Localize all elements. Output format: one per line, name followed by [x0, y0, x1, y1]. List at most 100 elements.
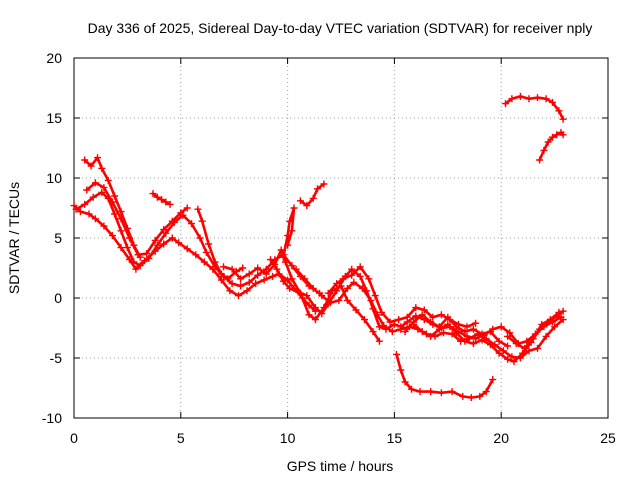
data-point-marker — [375, 323, 383, 331]
data-point-marker — [226, 287, 234, 295]
data-point-marker — [508, 95, 516, 103]
data-point-marker — [72, 205, 80, 213]
data-point-marker — [314, 185, 321, 193]
data-point-marker — [296, 289, 304, 297]
series-line — [282, 206, 296, 259]
data-point-marker — [463, 323, 471, 331]
data-point-marker — [504, 342, 512, 350]
x-tick-label: 10 — [280, 430, 296, 446]
data-point-marker — [100, 222, 108, 230]
data-point-marker — [145, 254, 153, 262]
data-point-marker — [504, 355, 512, 363]
data-point-marker — [279, 277, 287, 285]
data-point-marker — [237, 275, 245, 283]
data-point-marker — [162, 229, 170, 237]
data-point-marker — [559, 307, 567, 315]
data-point-marker — [288, 275, 296, 283]
data-point-marker — [393, 350, 400, 358]
data-point-marker — [444, 320, 452, 328]
data-point-marker — [143, 250, 151, 258]
data-point-marker — [183, 204, 191, 212]
y-tick-label: -5 — [50, 350, 63, 366]
data-point-marker — [245, 278, 253, 286]
series-layer — [70, 92, 567, 402]
series-line — [504, 95, 565, 121]
data-point-marker — [356, 263, 364, 271]
data-point-marker — [502, 100, 509, 108]
series-line — [83, 156, 142, 259]
data-point-marker — [318, 292, 326, 300]
data-point-marker — [487, 328, 494, 336]
data-point-marker — [269, 272, 277, 280]
data-point-marker — [555, 308, 563, 316]
data-point-marker — [81, 156, 89, 164]
data-point-marker — [516, 92, 524, 100]
data-point-marker — [288, 262, 296, 270]
data-point-marker — [320, 304, 328, 312]
data-point-marker — [273, 265, 281, 273]
data-point-marker — [166, 200, 174, 208]
data-point-marker — [76, 208, 84, 216]
data-point-marker — [369, 328, 377, 336]
data-point-marker — [305, 311, 313, 319]
data-point-marker — [416, 388, 424, 396]
data-point-marker — [549, 98, 556, 106]
data-point-marker — [296, 197, 304, 205]
data-point-marker — [309, 194, 317, 202]
data-point-marker — [429, 313, 437, 321]
data-point-marker — [130, 258, 138, 266]
data-point-marker — [153, 241, 161, 249]
data-point-marker — [104, 176, 112, 184]
data-point-marker — [551, 323, 559, 331]
data-point-marker — [380, 322, 388, 330]
data-point-marker — [467, 394, 475, 402]
data-point-marker — [192, 251, 200, 259]
data-point-marker — [397, 325, 405, 333]
data-point-marker — [111, 210, 119, 218]
data-point-marker — [301, 275, 309, 283]
y-tick-label: 15 — [46, 110, 62, 126]
data-point-marker — [549, 133, 556, 141]
data-point-marker — [237, 282, 245, 290]
y-tick-label: 10 — [46, 170, 62, 186]
data-point-marker — [100, 184, 108, 192]
data-point-marker — [333, 280, 341, 288]
data-point-marker — [525, 347, 533, 355]
grid-layer — [74, 58, 608, 418]
data-point-marker — [504, 332, 512, 340]
data-point-marker — [311, 316, 319, 324]
data-point-marker — [420, 306, 428, 314]
data-point-marker — [267, 256, 274, 264]
data-point-marker — [542, 332, 550, 340]
data-point-marker — [378, 308, 386, 316]
data-point-marker — [117, 208, 125, 216]
series-trace-13 — [393, 350, 497, 402]
data-point-marker — [356, 272, 364, 280]
data-point-marker — [525, 95, 533, 103]
data-point-marker — [309, 284, 317, 292]
data-point-marker — [196, 234, 204, 242]
data-point-marker — [91, 215, 99, 223]
data-point-marker — [87, 162, 95, 170]
data-point-marker — [286, 284, 294, 292]
data-point-marker — [412, 312, 420, 320]
data-point-marker — [205, 240, 213, 248]
data-point-marker — [510, 358, 518, 366]
data-point-marker — [348, 265, 356, 273]
x-tick-label: 15 — [387, 430, 403, 446]
series-trace-15 — [536, 128, 567, 164]
data-point-marker — [160, 240, 168, 248]
data-point-marker — [469, 325, 477, 333]
data-point-marker — [108, 198, 116, 206]
data-point-marker — [217, 270, 225, 278]
data-point-marker — [224, 275, 232, 283]
data-point-marker — [476, 392, 484, 400]
series-trace-5 — [149, 190, 174, 208]
series-trace-18 — [401, 311, 512, 350]
data-point-marker — [452, 323, 460, 331]
data-point-marker — [98, 164, 106, 172]
data-point-marker — [108, 232, 116, 240]
series-trace-9 — [267, 256, 565, 348]
data-point-marker — [260, 276, 268, 284]
data-point-marker — [546, 316, 554, 324]
